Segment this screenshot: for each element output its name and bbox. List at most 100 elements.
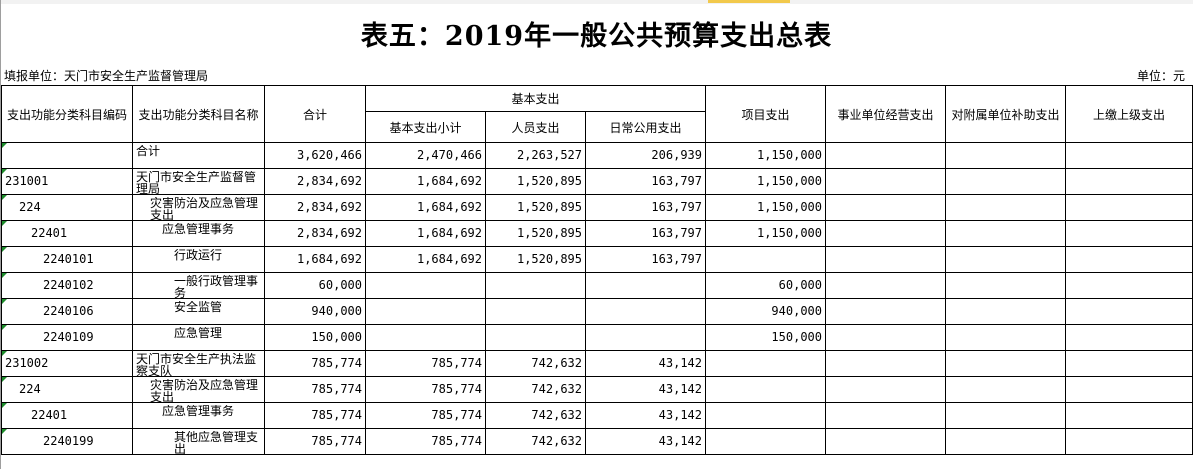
header-project[interactable]: 项目支出 [705,85,826,143]
code-cell[interactable]: 2240109 [1,324,133,351]
code-cell[interactable]: 224 [1,194,133,221]
subsidy-cell[interactable] [945,428,1066,455]
business-cell[interactable] [825,298,946,325]
personnel-cell[interactable]: 1,520,895 [485,168,586,195]
total-cell[interactable]: 785,774 [264,376,366,403]
total-cell[interactable]: 785,774 [264,428,366,455]
total-cell[interactable]: 785,774 [264,350,366,377]
header-subsidy[interactable]: 对附属单位补助支出 [945,85,1066,143]
subsidy-cell[interactable] [945,194,1066,221]
basic-subtotal-cell[interactable] [365,272,486,299]
personnel-cell[interactable]: 742,632 [485,428,586,455]
subsidy-cell[interactable] [945,402,1066,429]
header-basic[interactable]: 基本支出 [365,85,706,112]
header-code[interactable]: 支出功能分类科目编码 [1,85,133,143]
total-cell[interactable]: 785,774 [264,402,366,429]
upper-cell[interactable] [1065,402,1193,429]
upper-cell[interactable] [1065,298,1193,325]
daily-cell[interactable]: 43,142 [585,428,706,455]
daily-cell[interactable] [585,298,706,325]
subsidy-cell[interactable] [945,376,1066,403]
daily-cell[interactable]: 43,142 [585,376,706,403]
daily-cell[interactable] [585,324,706,351]
header-business[interactable]: 事业单位经营支出 [825,85,946,143]
subsidy-cell[interactable] [945,168,1066,195]
code-cell[interactable]: 2240101 [1,246,133,273]
header-basic-subtotal[interactable]: 基本支出小计 [365,111,486,143]
subsidy-cell[interactable] [945,142,1066,169]
basic-subtotal-cell[interactable]: 1,684,692 [365,168,486,195]
project-cell[interactable]: 60,000 [705,272,826,299]
basic-subtotal-cell[interactable]: 1,684,692 [365,220,486,247]
name-cell[interactable]: 应急管理事务 [132,402,265,429]
code-cell[interactable]: 2240199 [1,428,133,455]
header-personnel[interactable]: 人员支出 [485,111,586,143]
subsidy-cell[interactable] [945,350,1066,377]
total-cell[interactable]: 60,000 [264,272,366,299]
personnel-cell[interactable]: 742,632 [485,350,586,377]
business-cell[interactable] [825,272,946,299]
header-total[interactable]: 合计 [264,85,366,143]
project-cell[interactable]: 1,150,000 [705,142,826,169]
name-cell[interactable]: 天门市安全生产监督管理局 [132,168,265,195]
upper-cell[interactable] [1065,376,1193,403]
code-cell[interactable]: 231001 [1,168,133,195]
basic-subtotal-cell[interactable]: 785,774 [365,402,486,429]
daily-cell[interactable]: 163,797 [585,194,706,221]
project-cell[interactable]: 1,150,000 [705,194,826,221]
daily-cell[interactable] [585,272,706,299]
upper-cell[interactable] [1065,220,1193,247]
subsidy-cell[interactable] [945,298,1066,325]
upper-cell[interactable] [1065,168,1193,195]
code-cell[interactable] [1,142,133,169]
name-cell[interactable]: 一般行政管理事务 [132,272,265,299]
upper-cell[interactable] [1065,324,1193,351]
business-cell[interactable] [825,194,946,221]
name-cell[interactable]: 应急管理事务 [132,220,265,247]
total-cell[interactable]: 150,000 [264,324,366,351]
business-cell[interactable] [825,324,946,351]
upper-cell[interactable] [1065,246,1193,273]
project-cell[interactable] [705,402,826,429]
project-cell[interactable]: 940,000 [705,298,826,325]
total-cell[interactable]: 1,684,692 [264,246,366,273]
daily-cell[interactable]: 163,797 [585,246,706,273]
daily-cell[interactable]: 43,142 [585,402,706,429]
daily-cell[interactable]: 163,797 [585,220,706,247]
personnel-cell[interactable]: 1,520,895 [485,246,586,273]
code-cell[interactable]: 22401 [1,220,133,247]
personnel-cell[interactable] [485,298,586,325]
upper-cell[interactable] [1065,194,1193,221]
basic-subtotal-cell[interactable]: 785,774 [365,376,486,403]
project-cell[interactable]: 150,000 [705,324,826,351]
code-cell[interactable]: 231002 [1,350,133,377]
project-cell[interactable] [705,428,826,455]
business-cell[interactable] [825,350,946,377]
subsidy-cell[interactable] [945,220,1066,247]
subsidy-cell[interactable] [945,246,1066,273]
upper-cell[interactable] [1065,272,1193,299]
basic-subtotal-cell[interactable]: 1,684,692 [365,246,486,273]
name-cell[interactable]: 应急管理 [132,324,265,351]
basic-subtotal-cell[interactable] [365,298,486,325]
name-cell[interactable]: 行政运行 [132,246,265,273]
project-cell[interactable]: 1,150,000 [705,168,826,195]
business-cell[interactable] [825,428,946,455]
total-cell[interactable]: 2,834,692 [264,168,366,195]
total-cell[interactable]: 940,000 [264,298,366,325]
total-cell[interactable]: 3,620,466 [264,142,366,169]
business-cell[interactable] [825,246,946,273]
name-cell[interactable]: 天门市安全生产执法监察支队 [132,350,265,377]
basic-subtotal-cell[interactable] [365,324,486,351]
header-name[interactable]: 支出功能分类科目名称 [132,85,265,143]
total-cell[interactable]: 2,834,692 [264,194,366,221]
code-cell[interactable]: 224 [1,376,133,403]
header-upper[interactable]: 上缴上级支出 [1065,85,1193,143]
personnel-cell[interactable] [485,272,586,299]
code-cell[interactable]: 22401 [1,402,133,429]
name-cell[interactable]: 灾害防治及应急管理支出 [132,376,265,403]
upper-cell[interactable] [1065,350,1193,377]
personnel-cell[interactable] [485,324,586,351]
project-cell[interactable] [705,376,826,403]
business-cell[interactable] [825,220,946,247]
